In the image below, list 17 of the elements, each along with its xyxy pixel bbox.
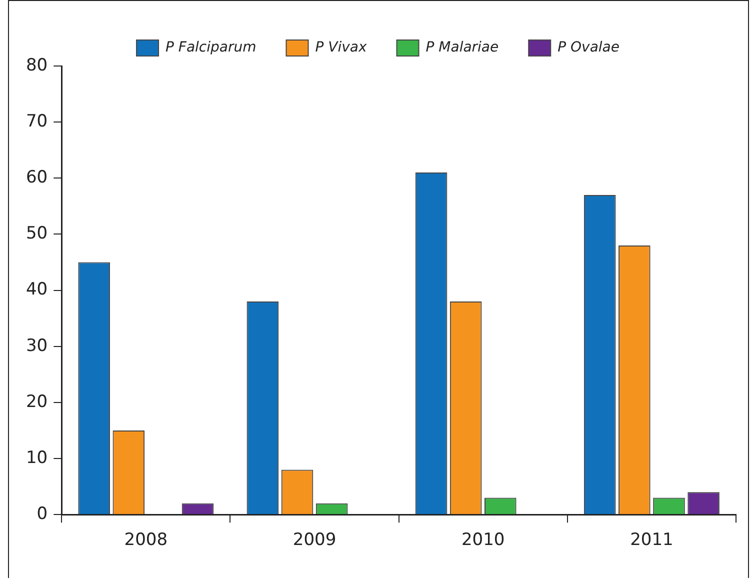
y-tick-label: 30	[26, 336, 48, 356]
y-tick-label: 20	[26, 392, 48, 412]
y-tick-label: 10	[26, 448, 48, 468]
x-tick-label: 2008	[124, 530, 168, 550]
legend-label: P Malariae	[426, 40, 499, 56]
y-tick-label: 80	[26, 55, 48, 76]
y-tick-label: 50	[26, 224, 48, 244]
y-tick-label: 0	[36, 504, 48, 524]
y-tick-label: 60	[26, 168, 48, 188]
x-tick-label: 2011	[630, 530, 674, 550]
x-tick-label: 2010	[461, 530, 505, 550]
legend-label: P Falciparum	[166, 40, 256, 56]
legend-label: P Ovalae	[558, 40, 620, 56]
y-tick-label: 40	[26, 280, 48, 300]
x-tick-label: 2009	[292, 530, 336, 550]
y-tick-label: 70	[26, 111, 48, 132]
legend-label: P Vivax	[315, 40, 368, 56]
